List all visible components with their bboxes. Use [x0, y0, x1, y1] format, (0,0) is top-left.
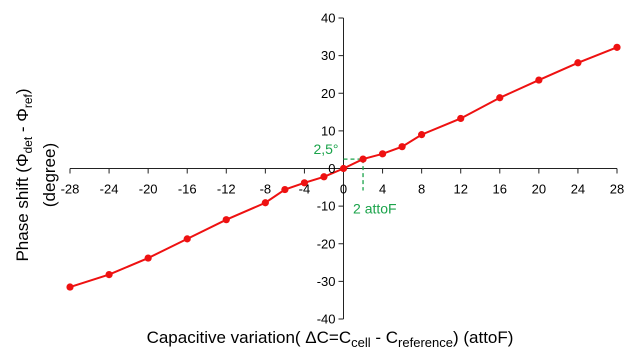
x-tick-label: 20: [532, 182, 546, 197]
y-tick-label: 40: [321, 11, 335, 26]
data-point: [144, 254, 152, 262]
data-point: [222, 216, 230, 224]
x-tick-label: -20: [139, 182, 158, 197]
y-axis-title: Phase shift (Φdet - Φref): [13, 88, 35, 261]
x-axis-title: Capacitive variation( ΔC=Ccell - Crefere…: [147, 328, 514, 350]
annotation-capacitance-label: 2 attoF: [353, 201, 397, 217]
data-point: [105, 271, 113, 279]
y-tick-label: 30: [321, 48, 335, 63]
x-tick-label: -16: [178, 182, 197, 197]
data-point: [574, 59, 582, 67]
x-tick-label: -4: [299, 182, 311, 197]
x-tick-label: 8: [418, 182, 425, 197]
data-point: [613, 43, 621, 51]
y-tick-label: -40: [317, 312, 336, 327]
data-point: [496, 94, 504, 102]
x-tick-label: -24: [100, 182, 119, 197]
labels-layer: -28 -24 -20 -16 -12 -8 -4 0 4 8 12 16 20 24 28-40-30-2…: [61, 11, 625, 327]
x-tick-label: 12: [453, 182, 467, 197]
x-tick-label: -28: [61, 182, 80, 197]
data-point: [183, 235, 191, 243]
y-tick-label: -20: [317, 236, 336, 251]
data-point: [261, 199, 269, 207]
x-tick-label: 0: [340, 182, 347, 197]
annotation-phase-label: 2,5°: [313, 141, 338, 157]
y-tick-label: -10: [317, 199, 336, 214]
y-tick-label: -30: [317, 274, 336, 289]
data-point: [281, 185, 289, 194]
x-tick-label: 24: [571, 182, 585, 197]
data-point: [339, 164, 348, 173]
x-tick-label: -12: [217, 182, 236, 197]
y-tick-label: 0: [328, 161, 335, 176]
data-point: [398, 143, 406, 151]
x-tick-label: 16: [493, 182, 507, 197]
y-tick-label: 20: [321, 86, 335, 101]
x-tick-label: 4: [379, 182, 386, 197]
annotation-guides: 2,5° 2 attoF: [313, 141, 396, 216]
data-point: [457, 114, 465, 123]
data-point: [359, 155, 367, 163]
data-point: [418, 131, 426, 139]
y-axis-title-unit: (degree): [40, 143, 59, 207]
data-point: [66, 283, 74, 291]
x-tick-label: -8: [260, 182, 272, 197]
y-tick-label: 10: [321, 123, 335, 138]
data-point: [320, 173, 328, 181]
data-point: [300, 179, 309, 187]
series-layer: [66, 43, 621, 291]
data-point: [535, 76, 543, 84]
x-tick-label: 28: [610, 182, 624, 197]
data-point: [378, 150, 387, 158]
